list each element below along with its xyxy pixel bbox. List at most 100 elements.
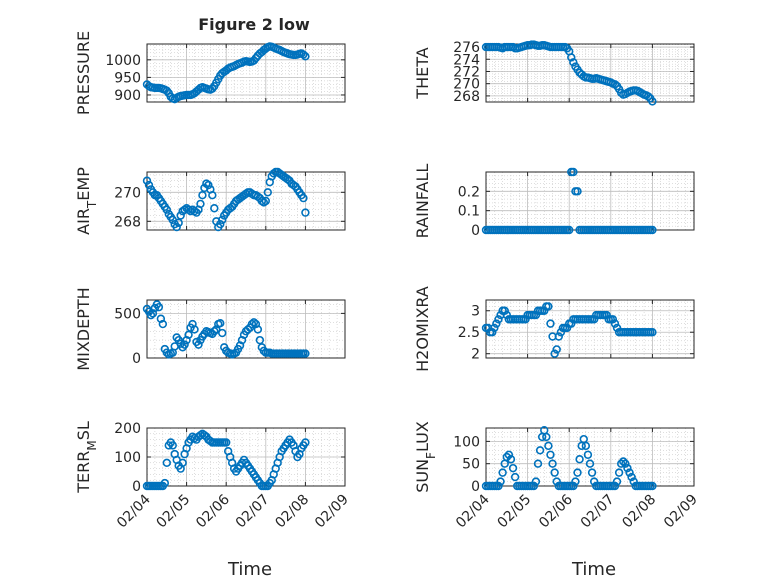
y-tick-label: 100 — [114, 450, 141, 466]
data-point — [255, 335, 265, 345]
data-point — [529, 481, 539, 491]
data-point — [629, 477, 638, 486]
y-tick-label: 0.1 — [458, 204, 480, 220]
data-point — [299, 193, 308, 203]
data-point — [589, 477, 599, 486]
data-point — [168, 441, 177, 450]
data-point — [494, 315, 503, 324]
y-tick-label: 50 — [462, 457, 480, 473]
y-tick-label: 276 — [453, 40, 480, 56]
data-point — [210, 204, 219, 213]
ylabel-7: SUNFLUX — [413, 421, 438, 493]
data-point — [204, 180, 213, 190]
data-point — [261, 196, 270, 206]
data-point — [249, 318, 259, 327]
data-point — [172, 222, 181, 232]
y-tick-label: 268 — [114, 214, 141, 230]
data-point — [247, 319, 257, 329]
data-point — [552, 477, 561, 486]
x-tick-label: 02/07 — [578, 492, 618, 532]
y-tick-label: 268 — [453, 89, 480, 105]
data-point — [610, 481, 620, 491]
axes-box-7 — [485, 427, 695, 487]
data-point — [218, 328, 227, 338]
y-tick-label: 100 — [453, 434, 480, 450]
data-point — [567, 319, 576, 328]
y-tick-label: 0 — [471, 223, 480, 239]
data-point — [531, 310, 541, 320]
data-point — [602, 310, 611, 320]
data-point — [546, 450, 555, 459]
data-point — [218, 215, 227, 225]
data-point — [585, 459, 595, 468]
data-point — [502, 452, 511, 462]
data-point — [648, 328, 657, 337]
x-tick-label: 02/08 — [619, 492, 659, 532]
data-point — [575, 455, 584, 464]
data-point — [176, 211, 185, 220]
axes-box-1 — [485, 43, 695, 103]
y-tick-label: 0 — [132, 479, 141, 495]
data-point — [506, 455, 516, 464]
y-tick-label: 0 — [132, 351, 141, 367]
data-point — [142, 176, 152, 185]
data-point — [299, 50, 308, 59]
data-point — [535, 446, 545, 455]
y-tick-label: 3 — [471, 304, 480, 320]
axes-background-1 — [486, 44, 694, 102]
data-point — [621, 459, 630, 468]
data-point — [301, 349, 310, 358]
x-tick-label: 02/05 — [495, 492, 535, 532]
axes-background-5 — [486, 300, 694, 358]
ylabel-0: PRESSURE — [74, 31, 93, 115]
data-point — [614, 468, 624, 477]
data-point — [608, 315, 618, 324]
data-point — [616, 459, 626, 468]
data-point — [301, 438, 310, 447]
y-tick-label: 2 — [471, 347, 480, 363]
y-tick-label: 500 — [114, 306, 141, 322]
data-point — [610, 80, 620, 89]
data-point — [180, 340, 189, 349]
data-point — [569, 481, 578, 491]
data-point — [648, 481, 657, 491]
data-point — [154, 302, 164, 312]
data-point — [496, 477, 505, 486]
y-tick-label: 272 — [453, 64, 480, 80]
ylabel-1: THETA — [413, 47, 432, 99]
data-point — [573, 187, 582, 196]
data-point — [550, 468, 559, 477]
data-point — [648, 225, 657, 235]
x-tick-label: 02/09 — [661, 492, 701, 532]
data-point — [492, 319, 501, 328]
data-point — [158, 319, 168, 329]
data-point — [544, 441, 553, 451]
data-point — [146, 310, 156, 320]
data-point — [216, 220, 225, 229]
data-point — [508, 463, 518, 473]
data-point — [510, 472, 520, 482]
y-tick-label: 200 — [114, 421, 141, 437]
data-point — [216, 319, 225, 328]
data-point — [546, 319, 555, 328]
y-tick-label: 274 — [453, 52, 480, 68]
data-point — [542, 432, 551, 442]
data-point — [498, 468, 507, 477]
data-point — [194, 340, 203, 349]
data-point — [263, 188, 272, 197]
y-tick-label: 0.2 — [458, 184, 480, 200]
ylabel-2: AIRTEMP — [74, 167, 99, 235]
data-point — [644, 92, 653, 101]
x-tick-label: 02/05 — [154, 492, 194, 532]
figure-title: Figure 2 low — [198, 15, 310, 34]
data-point — [502, 310, 511, 320]
data-point — [488, 328, 497, 337]
data-point — [490, 323, 499, 333]
data-point — [548, 459, 557, 468]
y-tick-label: 950 — [114, 70, 141, 86]
x-tick-label: 02/08 — [272, 492, 312, 532]
data-point — [144, 180, 154, 190]
ylabel-3: RAINFALL — [413, 164, 432, 239]
x-tick-label: 02/06 — [536, 491, 576, 531]
